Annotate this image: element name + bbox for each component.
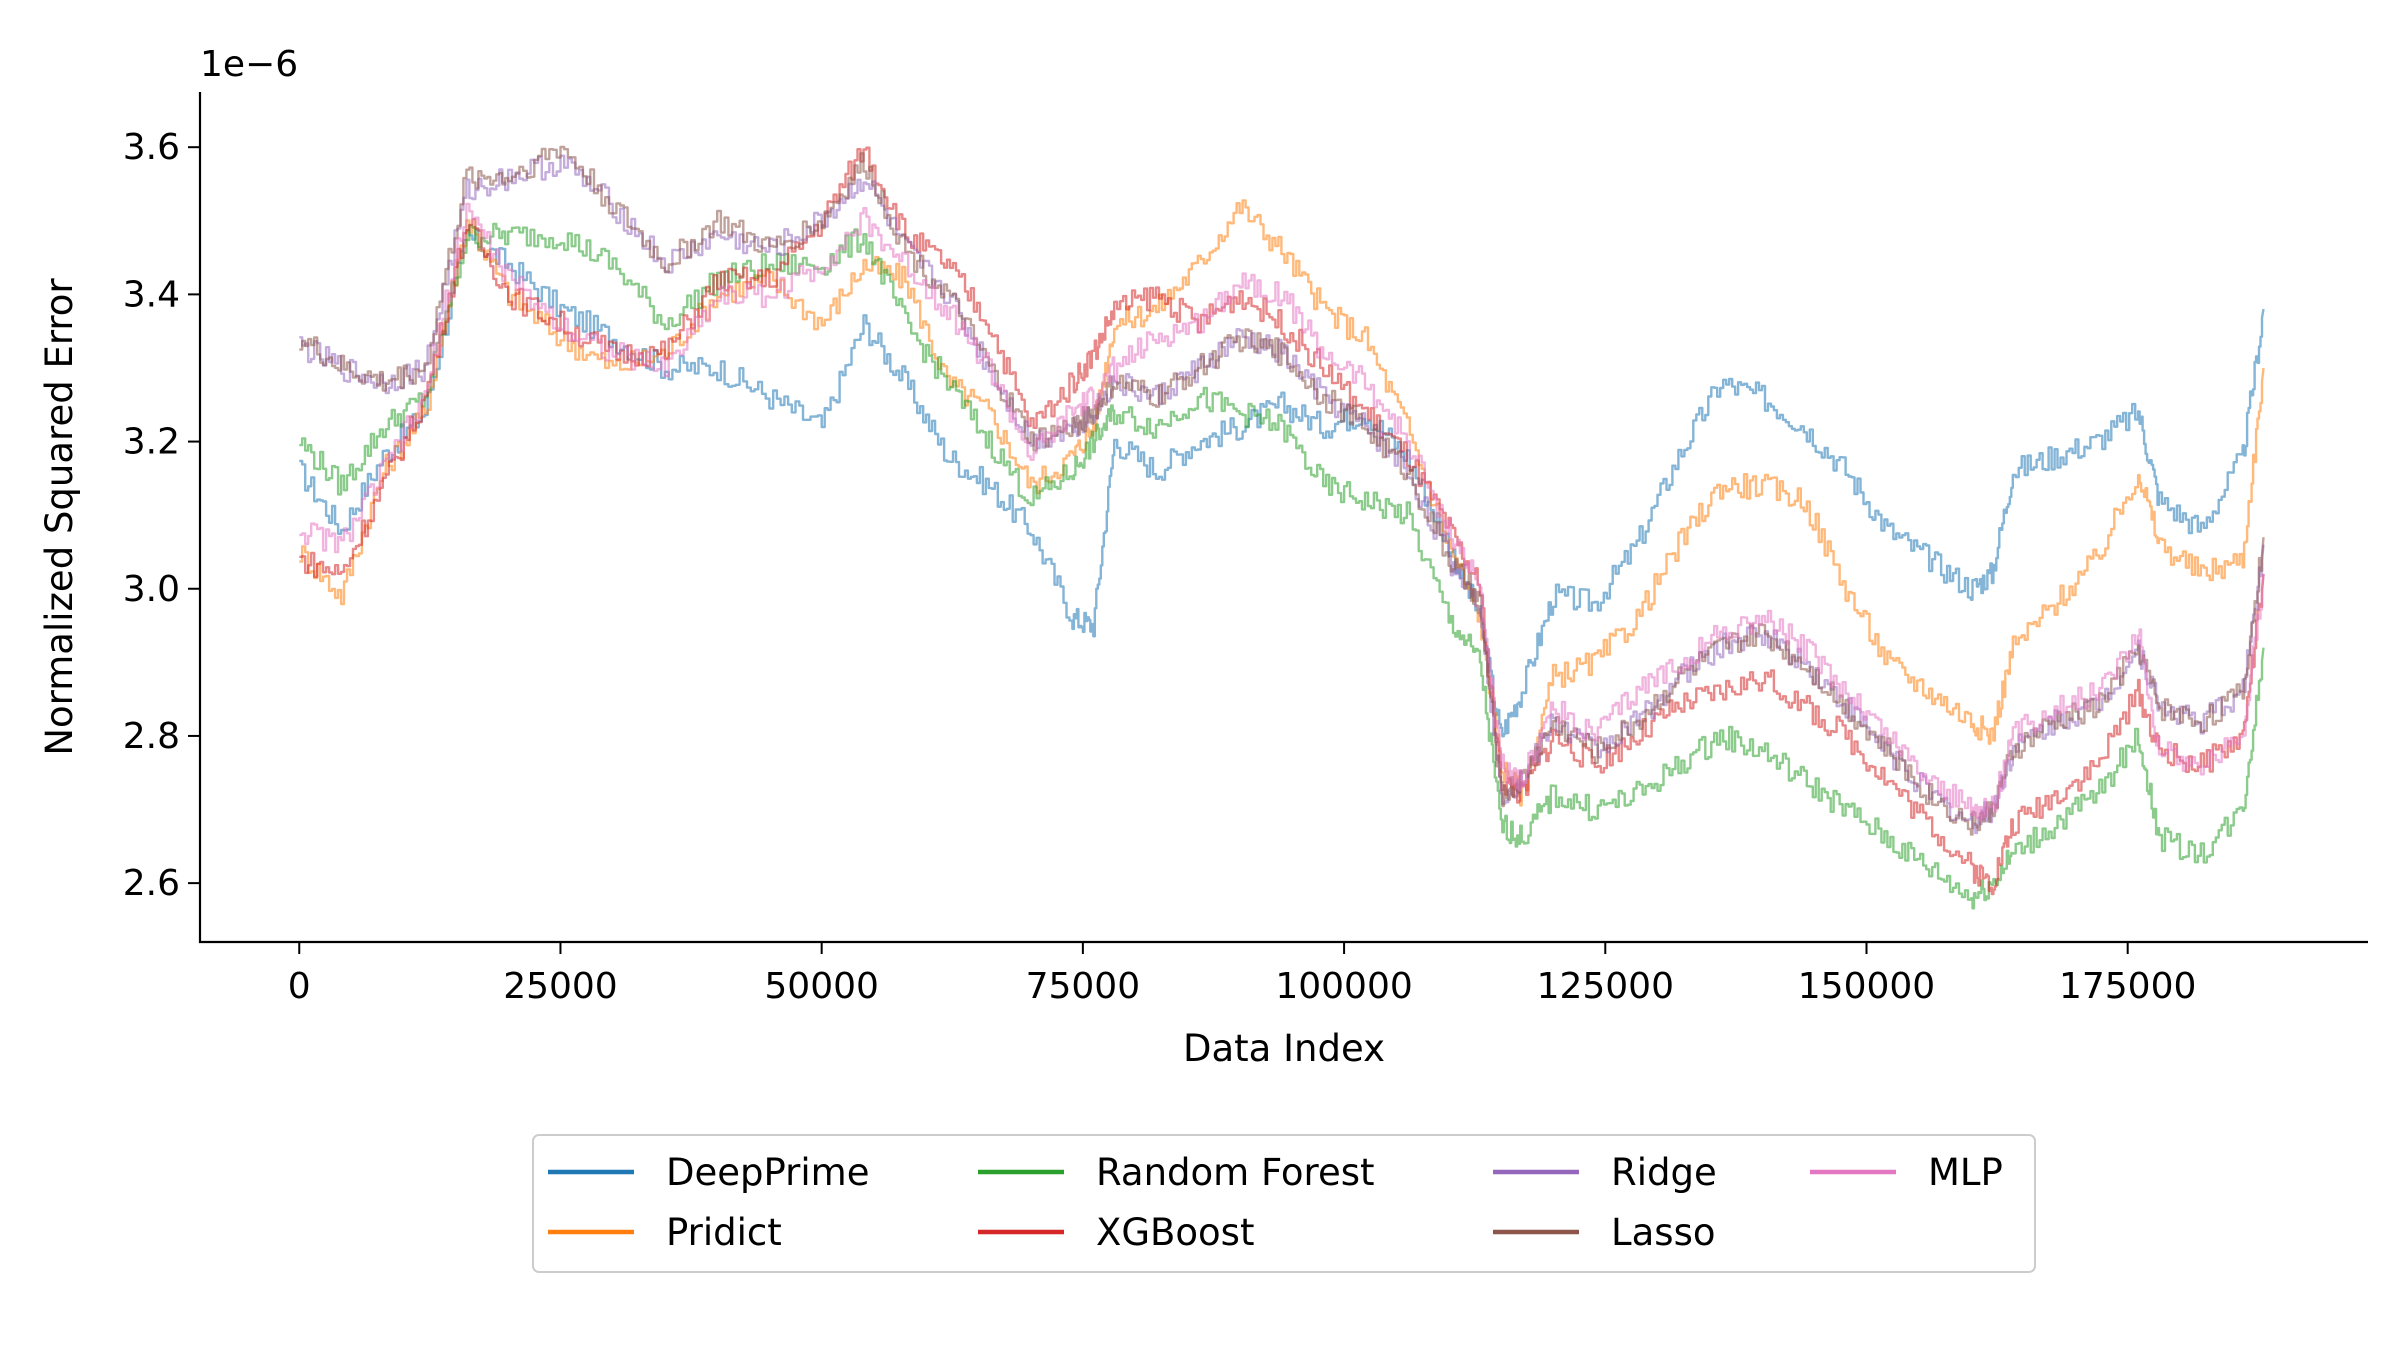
legend-label: Lasso: [1611, 1211, 1715, 1254]
x-axis-label: Data Index: [1183, 1027, 1385, 1070]
series-lines: [299, 145, 2265, 910]
x-tick-label: 125000: [1537, 966, 1674, 1007]
series-line-deepprime: [299, 228, 2265, 738]
x-tick-label: 0: [288, 966, 311, 1007]
x-tick-label: 25000: [503, 966, 618, 1007]
legend: DeepPrime Pridict Random Forest XGBoost Ridg…: [532, 1134, 2036, 1273]
x-axis-ticks: 0 25000 50000 75000 100000 125000 150000 175000: [288, 942, 2196, 1007]
y-axis-offset-label: 1e−6: [200, 44, 298, 85]
legend-label: DeepPrime: [666, 1151, 869, 1194]
y-tick-label: 3.4: [123, 274, 180, 315]
x-tick-label: 100000: [1275, 966, 1412, 1007]
legend-label: Ridge: [1611, 1151, 1717, 1194]
series-line-lasso: [299, 145, 2265, 836]
x-tick-label: 50000: [764, 966, 879, 1007]
series-line-mlp: [299, 202, 2265, 822]
legend-label: MLP: [1928, 1151, 2003, 1194]
series-line-xgboost: [299, 146, 2265, 896]
y-tick-label: 2.8: [123, 716, 180, 757]
legend-label: Pridict: [666, 1211, 782, 1254]
legend-frame: [532, 1134, 2036, 1273]
legend-label: Random Forest: [1096, 1151, 1375, 1194]
y-axis-label: Normalized Squared Error: [38, 278, 81, 756]
x-tick-label: 175000: [2059, 966, 2196, 1007]
y-tick-label: 3.2: [123, 422, 180, 463]
y-tick-label: 3.6: [123, 127, 180, 168]
legend-label: XGBoost: [1096, 1211, 1254, 1254]
y-tick-label: 2.6: [123, 863, 180, 904]
series-line-pridict: [299, 199, 2265, 807]
series-line-ridge: [299, 154, 2265, 835]
x-tick-label: 75000: [1026, 966, 1141, 1007]
x-tick-label: 150000: [1798, 966, 1935, 1007]
y-tick-label: 3.0: [123, 569, 180, 610]
y-axis-ticks: 2.6 2.8 3.0 3.2 3.4 3.6: [123, 127, 200, 904]
